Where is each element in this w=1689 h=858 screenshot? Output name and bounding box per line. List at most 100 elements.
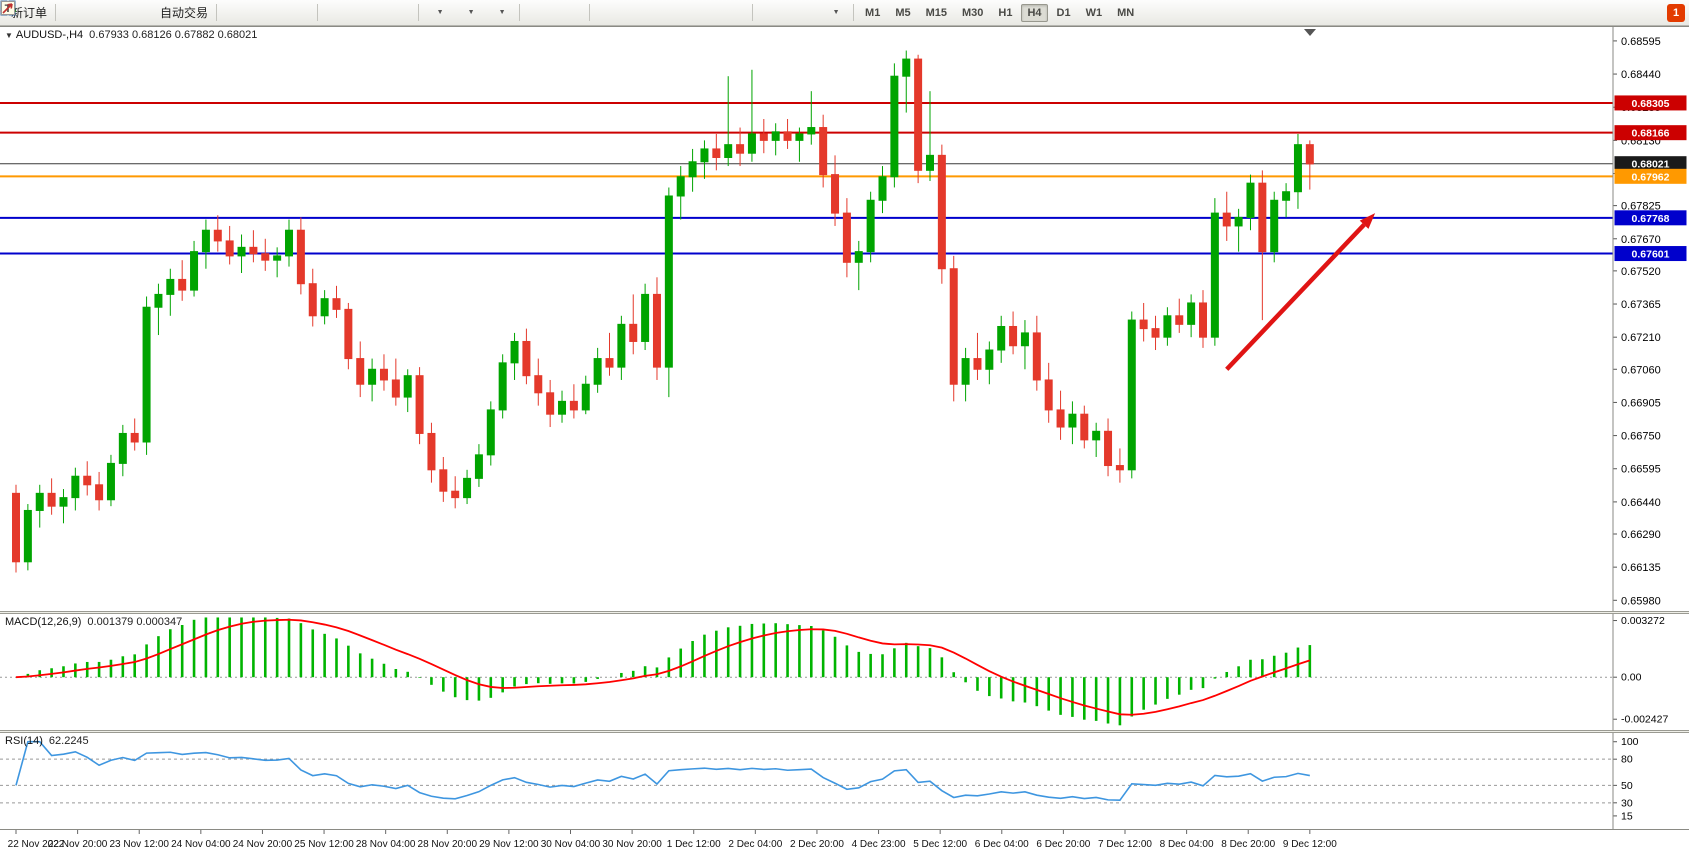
pane-divider[interactable]: [0, 730, 1689, 733]
svg-text:30 Nov 20:00: 30 Nov 20:00: [602, 839, 662, 850]
macd-pane[interactable]: 0.003272 0.00 -0.002427 MACD(12,26,9) 0.001…: [0, 614, 1689, 730]
candle-body: [985, 349, 994, 370]
rsi-label: RSI(14): [5, 735, 43, 747]
candle-body: [890, 75, 899, 178]
strategy-tester-button[interactable]: [0, 1, 152, 25]
horizontal-line-button[interactable]: [1, 1, 655, 25]
candle-body: [617, 323, 626, 368]
svg-text:30: 30: [1621, 797, 1633, 809]
svg-text:0.66595: 0.66595: [1621, 464, 1661, 476]
timeframe-button-h1[interactable]: H1: [998, 6, 1013, 19]
trendline-button[interactable]: [1, 1, 686, 25]
svg-text:100: 100: [1621, 736, 1639, 748]
candle-body: [463, 477, 472, 499]
candle-body: [866, 199, 875, 253]
arrows-button[interactable]: ▼: [2, 1, 849, 25]
price-badge: [1614, 125, 1687, 141]
candle-body: [902, 58, 911, 77]
one-click-collapse-icon[interactable]: ▼: [5, 31, 13, 40]
bar-chart-button[interactable]: [1, 1, 251, 25]
timeframe-button-mn[interactable]: MN: [1117, 6, 1135, 19]
candlestick-chart-button[interactable]: [2, 1, 282, 25]
candle-body: [546, 392, 555, 415]
text-label-button[interactable]: T: [1, 1, 818, 25]
time-axis[interactable]: 22 Nov 2022 22 Nov 20:00 23 Nov 12:00 24 No…: [0, 829, 1689, 858]
text-button[interactable]: A: [3, 1, 787, 25]
channel-button[interactable]: E: [0, 1, 717, 25]
toolbar-separator: [853, 4, 855, 21]
macd-canvas[interactable]: 0.003272 0.00 -0.002427: [0, 614, 1689, 730]
pane-divider[interactable]: [0, 611, 1689, 614]
price-chart-canvas[interactable]: 0.685950.684400.682850.681300.679750.678…: [0, 27, 1689, 611]
templates-button[interactable]: ▼: [2, 1, 515, 25]
candle-body: [213, 229, 222, 242]
candle-body: [35, 492, 44, 511]
price-chart-pane[interactable]: 0.685950.684400.682850.681300.679750.678…: [0, 27, 1689, 611]
candle-body: [1187, 302, 1196, 325]
macd-label: MACD(12,26,9): [5, 616, 82, 628]
dropdown-caret-icon[interactable]: ▼: [832, 9, 840, 16]
svg-text:23 Nov 12:00: 23 Nov 12:00: [109, 839, 169, 850]
candle-body: [178, 278, 187, 291]
svg-text:0.67210: 0.67210: [1621, 332, 1661, 344]
timeframe-button-w1[interactable]: W1: [1085, 6, 1103, 19]
trend-arrow[interactable]: [1225, 213, 1376, 371]
chart-shift-marker[interactable]: [1304, 29, 1316, 36]
svg-text:24 Nov 20:00: 24 Nov 20:00: [233, 839, 293, 850]
vertical-line-button[interactable]: [7, 1, 624, 25]
fibonacci-button[interactable]: [1, 1, 748, 25]
svg-text:5 Dec 12:00: 5 Dec 12:00: [913, 839, 967, 850]
candle-body: [1246, 182, 1255, 218]
dropdown-caret-icon[interactable]: ▼: [436, 9, 444, 16]
candle-body: [961, 358, 970, 385]
timeframe-button-d1[interactable]: D1: [1056, 6, 1071, 19]
notification-badge[interactable]: 1: [1667, 3, 1685, 22]
rsi-pane[interactable]: 100 80 50 30 15 RSI(14) 62.2245: [0, 733, 1689, 829]
candle-body: [154, 293, 163, 308]
chart-background: [0, 27, 1689, 611]
dropdown-caret-icon[interactable]: ▼: [498, 9, 506, 16]
candle-body: [1044, 379, 1053, 411]
price-badge: [1614, 210, 1687, 226]
timeframe-button-m30[interactable]: M30: [962, 6, 984, 19]
macd-axis[interactable]: 0.003272 0.00 -0.002427: [1613, 615, 1668, 726]
candle-body: [1032, 332, 1041, 381]
rsi-value: 62.2245: [48, 735, 89, 747]
cursor-button[interactable]: [4, 1, 554, 25]
alerts-button[interactable]: [0, 1, 90, 25]
candle-body: [1139, 319, 1148, 330]
terminal-button[interactable]: [0, 1, 121, 25]
svg-text:25 Nov 12:00: 25 Nov 12:00: [294, 839, 354, 850]
candle-body: [925, 154, 934, 171]
candle-body: [23, 509, 32, 563]
indicators-button[interactable]: ▼: [0, 1, 453, 25]
candle-body: [415, 375, 424, 434]
candle-body: [356, 358, 365, 385]
candle-body: [237, 246, 246, 257]
tile-windows-button[interactable]: [0, 0, 414, 25]
zoom-out-button[interactable]: [1, 1, 383, 25]
candle-body: [439, 469, 448, 492]
svg-text:0.68021: 0.68021: [1632, 159, 1670, 171]
candle-body: [949, 268, 958, 385]
dropdown-caret-icon[interactable]: ▼: [467, 9, 475, 16]
svg-text:28 Nov 20:00: 28 Nov 20:00: [418, 839, 478, 850]
candle-body: [1056, 409, 1065, 428]
candle-body: [973, 358, 982, 370]
periods-button[interactable]: ▼: [1, 1, 484, 25]
timeframe-button-h4[interactable]: H4: [1021, 3, 1048, 22]
timeframe-button-m1[interactable]: M1: [865, 6, 881, 19]
timeframe-button-m5[interactable]: M5: [895, 6, 911, 19]
timeframe-button-m15[interactable]: M15: [925, 6, 947, 19]
candle-body: [142, 306, 151, 443]
candle-body: [795, 133, 804, 141]
autotrading-button[interactable]: 自动交易: [3, 1, 212, 25]
zoom-in-button[interactable]: [1, 1, 352, 25]
crosshair-button[interactable]: [1, 1, 585, 25]
line-chart-button[interactable]: [0, 1, 313, 25]
